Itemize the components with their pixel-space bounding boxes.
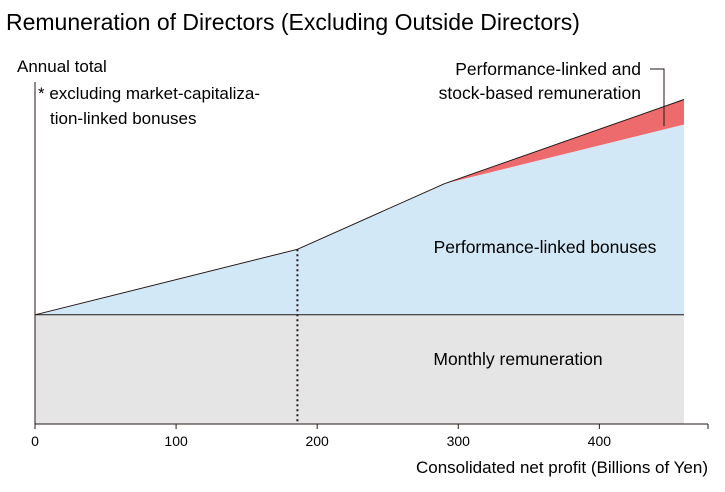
- area-performance-bonuses: [35, 124, 684, 315]
- area-monthly-remuneration: [35, 314, 684, 424]
- series-outline-line: [34, 99, 685, 316]
- series-label-monthly: Monthly remuneration: [433, 349, 602, 369]
- series-label-stock-line-2: stock-based remuneration: [439, 83, 641, 103]
- y-axis-note-line-1: * excluding market-capitaliza-: [38, 84, 260, 103]
- chart-title: Remuneration of Directors (Excluding Out…: [6, 9, 580, 35]
- series-label-stock-line-1: Performance-linked and: [455, 59, 641, 79]
- x-tick-label-200: 200: [305, 433, 329, 449]
- y-axis-label: Annual total: [17, 57, 107, 76]
- x-tick-label-100: 100: [164, 433, 188, 449]
- x-axis-label: Consolidated net profit (Billions of Yen…: [416, 458, 708, 477]
- area-series-group: [34, 99, 685, 424]
- y-axis-note-line-2: tion-linked bonuses: [50, 109, 196, 128]
- x-axis-ticks: 0 100 200 300 400: [31, 424, 709, 449]
- x-tick-label-400: 400: [588, 433, 612, 449]
- stock-label-leader-line: [650, 68, 665, 126]
- x-tick-label-0: 0: [31, 433, 39, 449]
- series-label-bonuses: Performance-linked bonuses: [434, 237, 657, 257]
- x-tick-label-300: 300: [447, 433, 471, 449]
